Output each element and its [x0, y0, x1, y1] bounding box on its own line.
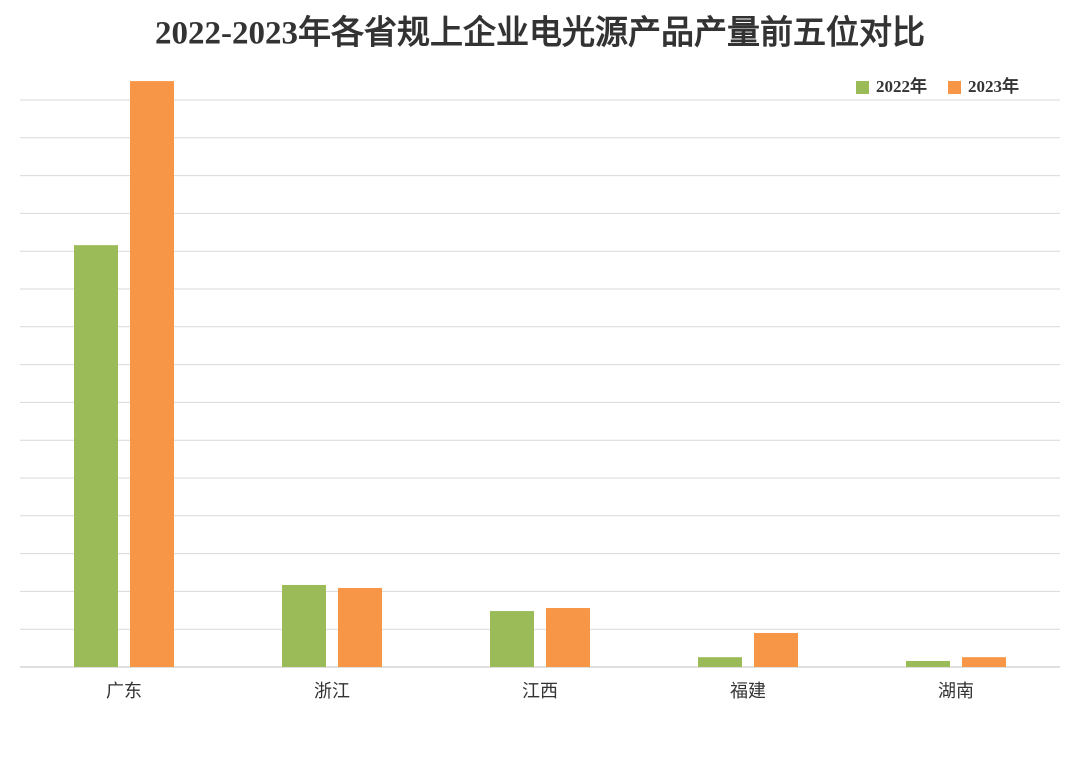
x-tick-label: 江西	[522, 681, 558, 701]
x-tick-label: 广东	[106, 681, 142, 701]
bar	[698, 657, 742, 667]
bar	[754, 632, 798, 667]
legend-swatch	[948, 81, 961, 94]
legend-label: 2023年	[968, 76, 1019, 96]
bar	[338, 587, 382, 667]
bar	[490, 611, 534, 667]
bar	[962, 657, 1006, 667]
bar	[282, 584, 326, 667]
x-tick-label: 湖南	[938, 681, 974, 701]
bar	[546, 608, 590, 667]
x-tick-label: 浙江	[314, 681, 350, 701]
legend-label: 2022年	[876, 76, 927, 96]
legend-swatch	[856, 81, 869, 94]
bar	[74, 245, 118, 668]
bar	[130, 81, 174, 668]
x-tick-label: 福建	[730, 681, 766, 701]
chart-title: 2022-2023年各省规上企业电光源产品产量前五位对比	[155, 14, 925, 52]
bar	[906, 660, 950, 667]
